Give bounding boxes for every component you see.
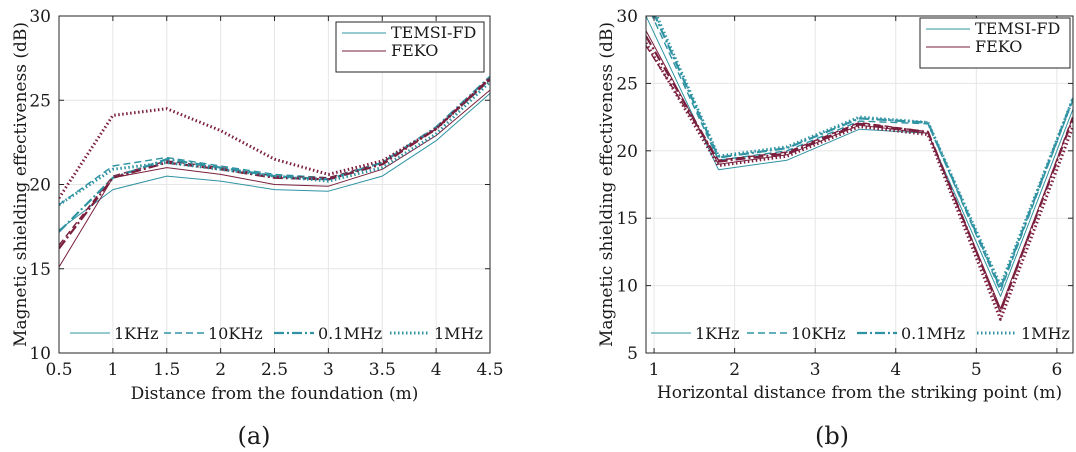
x-tick-label: 1 xyxy=(107,360,118,380)
series-line-feko-1mhz xyxy=(646,42,1073,321)
x-tick-label: 6 xyxy=(1051,360,1062,380)
series-line-temsi-1khz xyxy=(59,93,490,231)
y-tick-label: 30 xyxy=(29,7,51,27)
legend-box xyxy=(919,17,1071,69)
axes-frame xyxy=(645,15,1074,354)
legend-label: FEKO xyxy=(975,37,1022,56)
series-line-temsi-01mhz xyxy=(59,75,490,233)
y-axis-label: Magnetic shielding effectiveness (dB) xyxy=(597,22,617,347)
legend-label: 1MHz xyxy=(434,324,483,343)
legend-label: 0.1MHz xyxy=(901,324,965,343)
series-line-temsi-1khz xyxy=(646,16,1073,297)
panel-caption: (b) xyxy=(815,422,849,450)
series-line-feko-1mhz xyxy=(59,77,490,199)
legend-label: TEMSI-FD xyxy=(391,23,476,42)
y-axis-label: Magnetic shielding effectiveness (dB) xyxy=(11,22,31,347)
legend-label: TEMSI-FD xyxy=(975,19,1060,38)
series-line-feko-01mhz xyxy=(59,77,490,250)
ticks: 1 2 3 4 5 6 5 10 15 20 25 30 xyxy=(616,7,1073,380)
legend-label: 1KHz xyxy=(695,324,740,343)
legend-label: 0.1MHz xyxy=(318,324,382,343)
x-tick-label: 4.5 xyxy=(476,360,503,380)
y-tick-label: 10 xyxy=(616,277,638,297)
series-line-feko-1khz xyxy=(59,89,490,268)
y-tick-label: 15 xyxy=(616,209,638,229)
x-tick-label: 2 xyxy=(215,360,226,380)
ticks: 0.5 1 1.5 2 2.5 3 3.5 4 4.5 10 15 20 25 30 xyxy=(29,7,503,380)
series-line-feko-01mhz xyxy=(646,35,1073,313)
legend-label: 10KHz xyxy=(791,324,846,343)
y-tick-label: 20 xyxy=(616,142,638,162)
chart-panel-a: 0.5 1 1.5 2 2.5 3 3.5 4 4.5 10 15 20 25 30 Distance fr… xyxy=(11,7,504,450)
series-group xyxy=(59,75,490,268)
grid xyxy=(646,15,1073,354)
x-axis-label: Distance from the foundation (m) xyxy=(131,384,419,404)
x-tick-label: 1 xyxy=(649,360,660,380)
series-line-feko-10khz xyxy=(646,45,1073,314)
y-tick-label: 20 xyxy=(29,176,51,196)
series-group xyxy=(646,16,1073,321)
y-tick-label: 15 xyxy=(29,260,51,280)
x-tick-label: 4 xyxy=(431,360,442,380)
y-tick-label: 25 xyxy=(29,91,51,111)
x-tick-label: 3.5 xyxy=(369,360,396,380)
x-tick-label: 2 xyxy=(729,360,740,380)
x-tick-label: 3 xyxy=(323,360,334,380)
x-tick-label: 1.5 xyxy=(153,360,180,380)
x-tick-label: 4 xyxy=(890,360,901,380)
legend-label: FEKO xyxy=(391,41,438,60)
series-line-temsi-10khz xyxy=(651,16,1073,292)
legend-frequency: 1KHz 10KHz 0.1MHz 1MHz xyxy=(70,324,483,343)
y-tick-label: 10 xyxy=(29,344,51,364)
series-line-temsi-01mhz xyxy=(653,16,1073,290)
legend-label: 10KHz xyxy=(208,324,263,343)
y-tick-label: 25 xyxy=(616,74,638,94)
legend-label: 1KHz xyxy=(114,324,159,343)
x-tick-label: 0.5 xyxy=(45,360,72,380)
x-axis-label: Horizontal distance from the striking po… xyxy=(657,383,1062,403)
y-tick-label: 30 xyxy=(616,7,638,27)
x-tick-label: 3 xyxy=(810,360,821,380)
chart-panel-b: 1 2 3 4 5 6 5 10 15 20 25 30 Horizontal distance fro… xyxy=(597,7,1074,450)
legend-label: 1MHz xyxy=(1021,324,1070,343)
panel-caption: (a) xyxy=(237,422,270,450)
legend-box xyxy=(335,21,485,73)
y-tick-label: 5 xyxy=(627,344,638,364)
legend-frequency: 1KHz 10KHz 0.1MHz 1MHz xyxy=(651,324,1070,343)
x-tick-label: 5 xyxy=(971,360,982,380)
x-tick-label: 2.5 xyxy=(261,360,288,380)
